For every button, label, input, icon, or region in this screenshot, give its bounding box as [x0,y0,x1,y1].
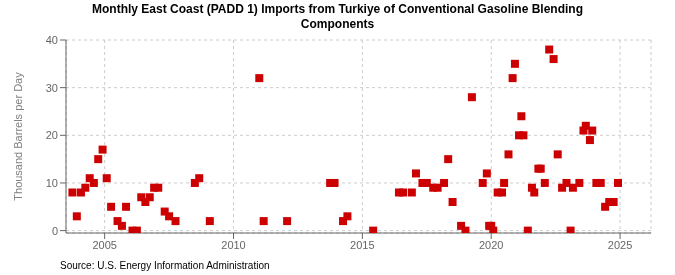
svg-text:2015: 2015 [350,239,374,251]
svg-text:20: 20 [46,129,58,141]
svg-text:30: 30 [46,82,58,94]
svg-text:10: 10 [46,177,58,189]
svg-text:2010: 2010 [221,239,245,251]
svg-text:2005: 2005 [92,239,116,251]
html-text:Monthly East Coast (PADD 1) Im: Monthly East Coast (PADD 1) Imports from… [92,2,583,31]
svg-text:2025: 2025 [608,239,632,251]
svg-text:2020: 2020 [479,239,503,251]
html-text:Source: U.S. Energy Informatio: Source: U.S. Energy Information Administ… [60,260,270,271]
svg-text:0: 0 [52,225,58,237]
svg-text:40: 40 [46,34,58,46]
svg-text:Thousand Barrels per Day: Thousand Barrels per Day [12,72,24,201]
